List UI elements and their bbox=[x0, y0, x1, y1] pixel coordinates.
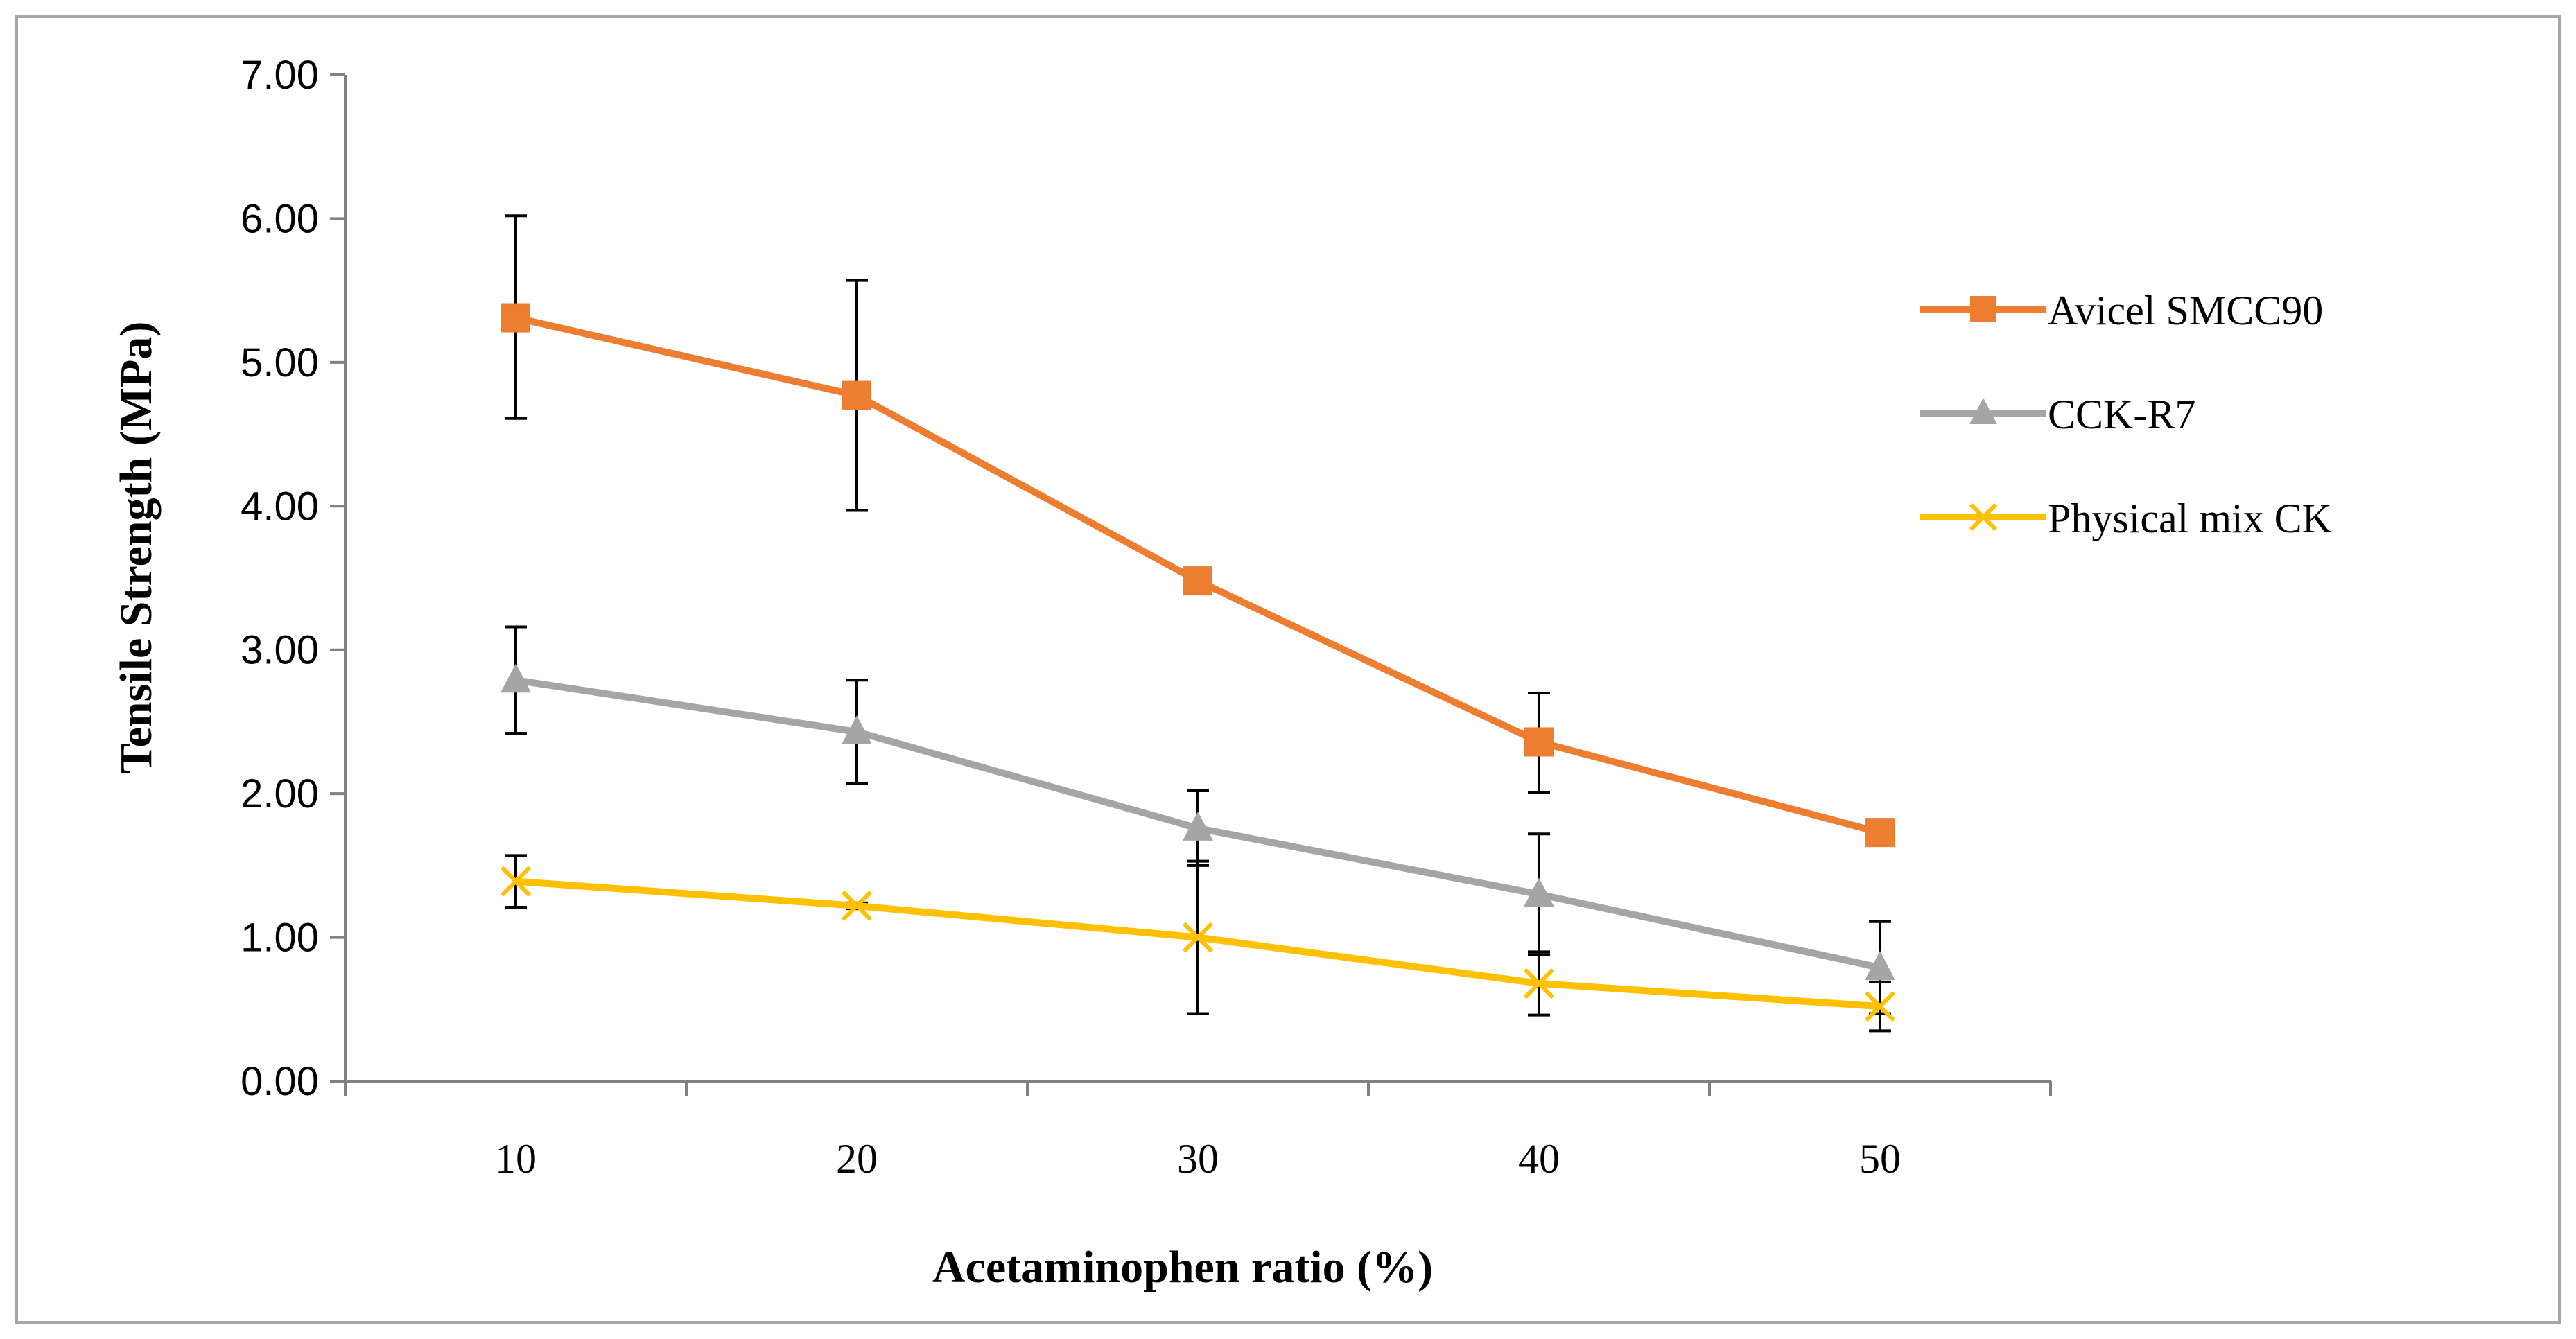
data-point-x-stroke bbox=[1523, 968, 1555, 999]
data-point-x-stroke bbox=[1969, 502, 1998, 532]
legend-label: Physical mix CK bbox=[2048, 496, 2332, 541]
data-point-square bbox=[501, 303, 530, 333]
data-point-square bbox=[1183, 566, 1212, 596]
y-tick-label: 7.00 bbox=[241, 53, 319, 98]
x-tick-label: 50 bbox=[1859, 1136, 1901, 1182]
y-tick-label: 5.00 bbox=[241, 340, 319, 385]
errorbar-layer bbox=[505, 214, 1891, 1033]
series-1 bbox=[501, 303, 1895, 848]
y-tick-label: 2.00 bbox=[241, 771, 319, 816]
x-tick-label: 10 bbox=[495, 1136, 537, 1182]
x-tick-label: 40 bbox=[1518, 1136, 1560, 1182]
data-point-x bbox=[1969, 502, 1998, 532]
x-tick-label: 20 bbox=[836, 1136, 878, 1182]
data-point-x bbox=[1182, 922, 1214, 953]
data-point-triangle bbox=[842, 715, 872, 744]
data-point-square bbox=[1865, 818, 1895, 848]
y-tick-label: 0.00 bbox=[241, 1059, 319, 1104]
y-tick-label: 1.00 bbox=[241, 916, 319, 961]
x-tick-label: 30 bbox=[1177, 1136, 1219, 1182]
chart-frame bbox=[15, 15, 2561, 1324]
series-layer bbox=[500, 303, 1896, 1022]
y-tick-label: 6.00 bbox=[241, 196, 319, 241]
data-point-x-stroke bbox=[500, 866, 532, 897]
y-axis-title: Tensile Strength (MPa) bbox=[111, 322, 162, 774]
legend-entry: CCK-R7 bbox=[1920, 392, 2195, 437]
data-point-triangle bbox=[1524, 877, 1554, 907]
x-axis-title: Acetaminophen ratio (%) bbox=[932, 1242, 1433, 1293]
data-point-square bbox=[1524, 727, 1554, 757]
series-3 bbox=[500, 866, 1896, 1022]
data-point-x bbox=[500, 866, 532, 897]
data-point-x-stroke bbox=[841, 890, 873, 922]
data-point-x-stroke bbox=[1182, 922, 1214, 953]
y-tick-label: 4.00 bbox=[241, 484, 319, 529]
data-point-square bbox=[842, 380, 871, 410]
y-tick-label: 3.00 bbox=[241, 628, 319, 673]
legend-entry: Avicel SMCC90 bbox=[1920, 288, 2323, 333]
data-point-triangle bbox=[1865, 951, 1895, 981]
data-point-x bbox=[1864, 991, 1896, 1022]
data-point-square bbox=[1970, 296, 1996, 322]
data-point-x bbox=[841, 890, 873, 922]
data-point-triangle bbox=[501, 663, 531, 693]
data-point-triangle bbox=[1969, 398, 1997, 424]
legend-label: Avicel SMCC90 bbox=[2048, 288, 2323, 333]
axes-layer: 0.00 1.00 2.00 3.00 4.00 5.00 6.00 7.00 10 20 30 40… bbox=[241, 53, 2052, 1182]
series-2 bbox=[501, 663, 1895, 981]
data-point-x bbox=[1523, 968, 1555, 999]
data-point-triangle bbox=[1183, 811, 1213, 841]
data-point-x-stroke bbox=[1864, 991, 1896, 1022]
legend-entry: Physical mix CK bbox=[1920, 496, 2332, 541]
legend-layer: Avicel SMCC90 CCK-R7 Physical mix CK bbox=[1920, 288, 2332, 541]
legend-label: CCK-R7 bbox=[2048, 392, 2195, 437]
